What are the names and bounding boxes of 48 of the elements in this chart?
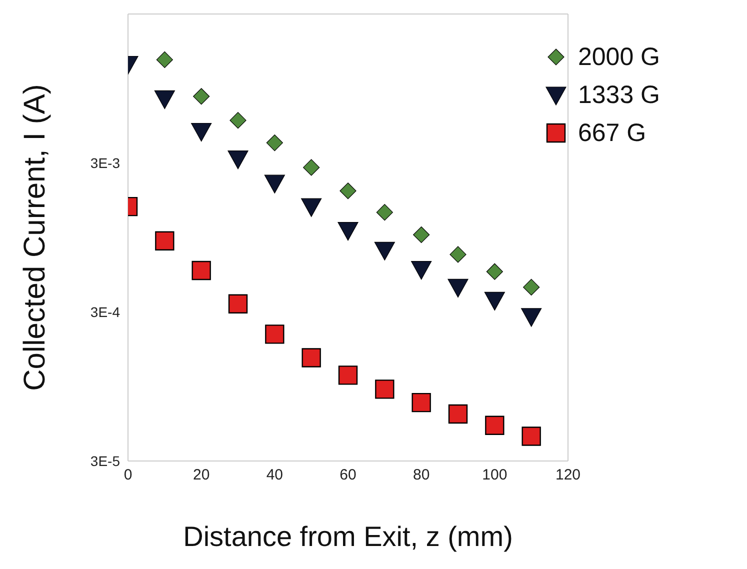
- point: [228, 294, 248, 314]
- point: [338, 366, 358, 385]
- point: [338, 222, 358, 241]
- y-tick-label: 3E-4: [90, 304, 120, 320]
- point: [450, 246, 466, 263]
- point: [521, 308, 542, 327]
- point: [448, 278, 468, 298]
- point: [448, 404, 468, 424]
- legend-label: 2000 G: [578, 42, 660, 72]
- point: [523, 278, 540, 296]
- y-axis-title: Collected Current, I (A): [18, 84, 52, 391]
- x-axis-title: Distance from Exit, z (mm): [183, 521, 513, 552]
- point: [154, 90, 175, 110]
- x-tick-label: 20: [192, 466, 210, 484]
- point: [303, 159, 320, 176]
- point: [301, 198, 322, 217]
- x-tick-label: 60: [340, 466, 356, 484]
- x-tick-label: 0: [124, 466, 132, 484]
- point: [340, 182, 356, 200]
- point: [376, 204, 393, 221]
- x-tick-label: 100: [482, 466, 508, 484]
- point: [192, 260, 211, 280]
- y-tick-label: 3E-3: [90, 154, 120, 171]
- point: [486, 263, 503, 280]
- x-tick-label: 80: [412, 466, 430, 484]
- point: [156, 51, 173, 68]
- legend-label: 667 G: [578, 118, 646, 148]
- point: [155, 231, 174, 251]
- point: [413, 226, 430, 244]
- point: [484, 292, 505, 310]
- point: [266, 134, 283, 152]
- point: [191, 122, 212, 142]
- point: [302, 348, 321, 368]
- point: [374, 242, 395, 260]
- point: [375, 380, 394, 399]
- point: [193, 88, 210, 105]
- x-tick-label: 120: [555, 466, 581, 484]
- point: [485, 416, 504, 436]
- point: [230, 112, 246, 129]
- point: [264, 174, 285, 194]
- point: [522, 426, 541, 446]
- point: [265, 324, 284, 344]
- y-tick-label: 3E-5: [90, 452, 120, 469]
- point: [412, 392, 431, 412]
- point: [228, 150, 248, 170]
- x-tick-label: 40: [266, 466, 284, 484]
- point: [411, 261, 432, 280]
- legend-label: 1333 G: [578, 80, 660, 110]
